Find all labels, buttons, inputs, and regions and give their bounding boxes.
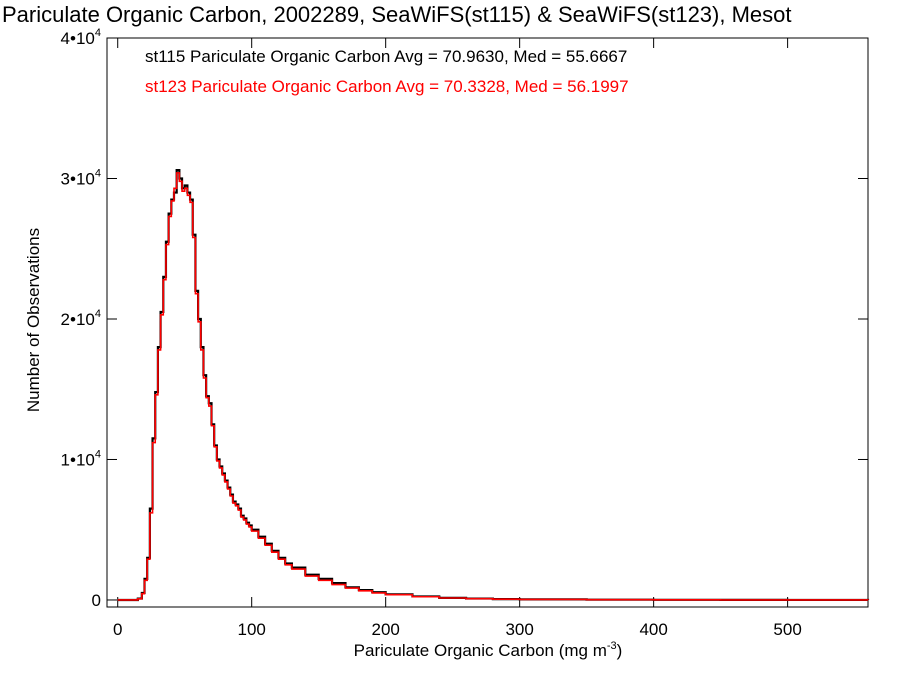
x-axis-label-close: ) [617,641,623,660]
y-tick-label: 3•104 [61,167,101,188]
y-axis: 0 1•104 2•104 3•104 4•104 [61,27,868,610]
x-tick-label: 300 [505,620,533,639]
y-axis-label: Number of Observations [24,228,43,412]
annotation-st115: st115 Pariculate Organic Carbon Avg = 70… [145,47,627,66]
annotation-st123: st123 Pariculate Organic Carbon Avg = 70… [145,77,629,96]
series-line-st115 [117,168,870,602]
x-axis-label-main: Pariculate Organic Carbon (mg m [354,641,607,660]
x-tick-label: 500 [773,620,801,639]
y-tick-label: 0 [92,591,101,610]
y-tick-label: 2•104 [61,308,101,329]
y-tick-label: 1•104 [61,448,101,469]
y-tick-label: 4•104 [61,27,101,48]
x-axis-label: Pariculate Organic Carbon (mg m-3) [354,640,623,660]
x-axis: 0 100 200 300 400 500 [113,38,802,639]
x-axis-label-sup: -3 [607,640,617,652]
x-tick-label: 400 [639,620,667,639]
series-line-st123 [117,172,869,601]
plot-frame [106,37,869,608]
x-tick-label: 100 [238,620,266,639]
series-layer [117,168,870,602]
chart-title: Pariculate Organic Carbon, 2002289, SeaW… [2,2,792,27]
x-tick-label: 0 [113,620,122,639]
x-tick-label: 200 [371,620,399,639]
